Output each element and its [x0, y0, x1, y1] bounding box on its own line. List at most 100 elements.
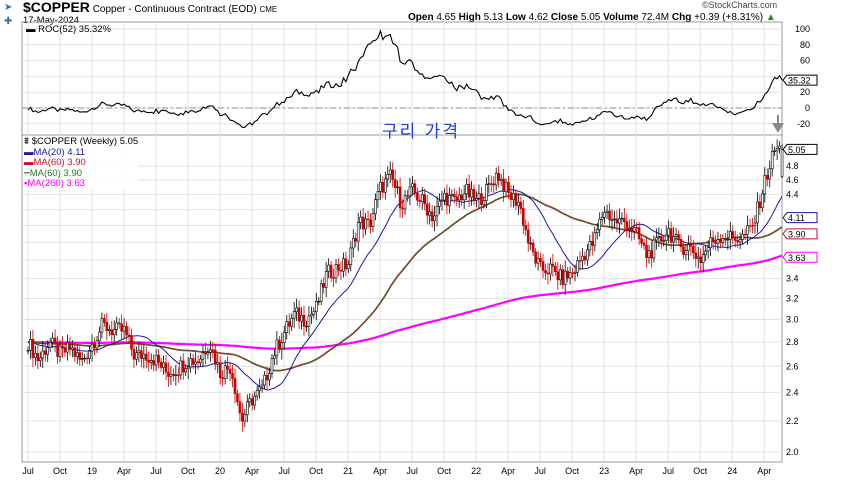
candle-body: [689, 244, 693, 247]
candle-body: [31, 339, 35, 358]
candle-body: [655, 237, 658, 241]
candle-body: [34, 353, 37, 358]
candle-body: [317, 300, 321, 303]
candle-body: [657, 236, 661, 239]
candle: [726, 229, 730, 250]
candle: [174, 364, 178, 386]
candle-body: [184, 368, 188, 373]
candle: [401, 199, 404, 218]
candle: [775, 139, 779, 161]
candle-body: [674, 234, 678, 237]
candle-body: [253, 395, 257, 406]
candle: [100, 312, 104, 339]
candle-body: [297, 307, 301, 322]
candle-body: [56, 342, 59, 357]
candle: [238, 393, 242, 422]
candle-body: [662, 240, 666, 242]
candle-body: [278, 339, 281, 350]
candle-body: [499, 178, 503, 181]
low-value: 4.62: [528, 12, 549, 23]
crosshair-icon[interactable]: ✚: [4, 16, 13, 27]
candle: [558, 264, 562, 286]
candle: [568, 266, 572, 285]
candle-body: [413, 183, 417, 194]
up-arrow-icon: ▲: [765, 12, 776, 23]
candle-body: [433, 215, 436, 222]
candle-body: [669, 228, 673, 243]
candle: [689, 235, 693, 256]
candle: [327, 258, 330, 279]
candle-body: [420, 194, 424, 202]
candle: [455, 190, 459, 207]
roc-y-tick: 0: [805, 103, 810, 113]
x-tick-label: Oct: [309, 466, 324, 476]
candle: [61, 335, 64, 358]
candle-body: [100, 318, 104, 333]
chg-label: Chg: [671, 12, 692, 23]
candle: [657, 227, 661, 247]
candle: [418, 194, 422, 208]
ma260-price-tag-box: [782, 251, 818, 263]
ma260-price-tag: 3.63: [782, 251, 818, 263]
watermark: ©StockCharts.com: [702, 0, 778, 10]
candle-body: [157, 354, 160, 363]
candle: [317, 297, 321, 306]
candle: [342, 252, 345, 278]
candle-body: [591, 241, 594, 246]
price-y-tick: 3.2: [786, 293, 799, 303]
x-tick-label: 21: [343, 466, 353, 476]
candle: [285, 315, 289, 340]
candle-body: [704, 250, 707, 256]
candle-body: [534, 251, 537, 264]
candle-body: [736, 240, 739, 243]
candle-body: [647, 250, 651, 258]
candle: [201, 344, 205, 368]
candle-body: [98, 331, 101, 342]
candle: [620, 212, 624, 225]
candle: [768, 160, 772, 188]
candle-body: [132, 348, 136, 360]
candle-body: [154, 354, 158, 366]
candle-body: [322, 283, 326, 288]
candle-body: [593, 232, 597, 246]
legend-main-text: $COPPER (Weekly) 5.05: [31, 136, 139, 147]
candle: [379, 174, 382, 200]
candle: [430, 205, 434, 228]
candle-body: [438, 200, 441, 207]
candle-body: [280, 342, 284, 350]
candle: [260, 379, 264, 393]
candle-body: [213, 349, 217, 365]
candle-body: [430, 211, 434, 222]
candle-body: [142, 353, 146, 359]
candle-body: [522, 208, 525, 226]
candle-body: [758, 201, 762, 209]
x-tick-label: Apr: [245, 466, 259, 476]
pan-icon[interactable]: ➤: [4, 2, 13, 13]
candle: [315, 292, 318, 321]
candle: [440, 190, 444, 211]
candle: [216, 353, 220, 374]
candle-body: [524, 225, 528, 231]
candle-body: [295, 307, 298, 312]
x-tick-label: Apr: [757, 466, 771, 476]
volume-label: Volume: [603, 12, 639, 23]
candle-body: [384, 178, 387, 193]
candle-body: [137, 350, 141, 354]
candle-body: [83, 357, 86, 360]
price-legend: ⩩ $COPPER (Weekly) 5.05 ▬MA(20) 4.11 ▬MA…: [24, 136, 139, 190]
candle-body: [694, 252, 698, 259]
candle: [692, 239, 695, 260]
candle: [369, 212, 372, 234]
candle-body: [80, 358, 84, 360]
candle-body: [549, 263, 552, 275]
candle: [297, 300, 301, 330]
x-tick-label: Jul: [406, 466, 418, 476]
candle: [610, 209, 614, 231]
candle-body: [502, 178, 505, 193]
candle-body: [494, 172, 498, 186]
candle: [164, 355, 168, 381]
candle-body: [391, 169, 395, 180]
candle-body: [172, 373, 175, 376]
candle: [137, 341, 141, 363]
candle-body: [206, 352, 210, 355]
